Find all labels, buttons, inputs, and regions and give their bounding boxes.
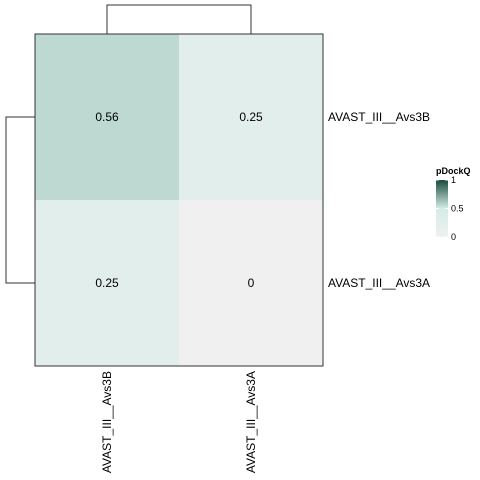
cell-value-label: 0.25 <box>95 276 119 290</box>
heatmap-cell <box>179 200 323 366</box>
legend-tick-label: 1 <box>451 175 456 185</box>
column-dendrogram <box>106 4 252 34</box>
heatmap-cell <box>35 34 179 200</box>
heatmap-cell <box>35 200 179 366</box>
column-label: AVAST_III__Avs3B <box>100 371 114 473</box>
cell-value-label: 0.25 <box>239 110 263 124</box>
legend-tick-label: 0.5 <box>451 204 464 214</box>
row-label: AVAST_III__Avs3B <box>328 110 430 124</box>
heatmap-border <box>34 33 324 367</box>
column-label: AVAST_III__Avs3A <box>244 371 258 473</box>
row-dendrogram <box>5 116 35 284</box>
cell-value-label: 0.56 <box>95 110 119 124</box>
heatmap-cell <box>179 34 323 200</box>
legend-color-bar <box>436 180 448 237</box>
legend-title: pDockQ <box>436 166 471 176</box>
legend-tick-label: 0 <box>451 232 456 242</box>
row-label: AVAST_III__Avs3A <box>328 276 430 290</box>
cell-value-label: 0 <box>248 276 255 290</box>
